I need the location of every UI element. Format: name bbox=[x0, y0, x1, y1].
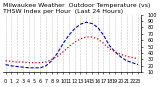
Text: Milwaukee Weather  Outdoor Temperature (vs)  THSW Index per Hour  (Last 24 Hours: Milwaukee Weather Outdoor Temperature (v… bbox=[3, 3, 152, 14]
